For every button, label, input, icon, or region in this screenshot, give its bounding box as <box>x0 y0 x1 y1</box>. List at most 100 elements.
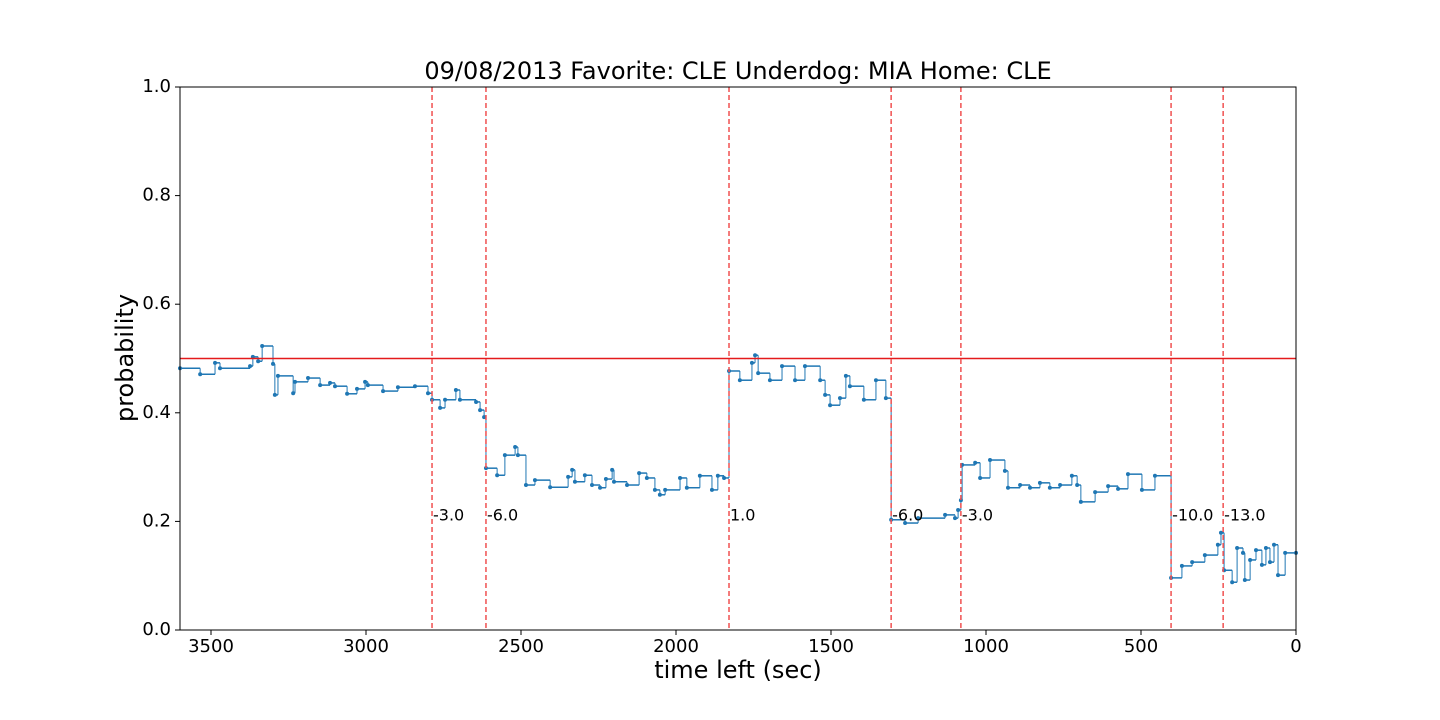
marker <box>637 471 642 476</box>
x-tick-label: 1500 <box>808 636 854 657</box>
y-axis-label: probability <box>111 294 139 422</box>
marker <box>1028 485 1033 490</box>
marker <box>598 485 603 490</box>
marker <box>861 397 866 402</box>
event-label: -3.0 <box>962 506 993 525</box>
marker <box>426 391 430 396</box>
marker <box>1267 560 1272 565</box>
marker <box>474 399 479 404</box>
marker <box>988 458 993 463</box>
marker <box>1254 548 1259 553</box>
marker <box>457 397 462 402</box>
marker <box>978 475 983 480</box>
marker <box>603 477 608 482</box>
marker <box>684 485 689 490</box>
marker <box>737 378 742 383</box>
marker <box>722 475 727 480</box>
marker <box>260 344 265 349</box>
marker <box>381 389 386 394</box>
marker <box>1190 560 1195 565</box>
marker <box>847 384 852 389</box>
x-tick-label: 2500 <box>498 636 544 657</box>
marker <box>715 473 720 478</box>
event-label: 1.0 <box>730 506 755 525</box>
marker <box>1235 546 1240 551</box>
marker <box>248 364 253 369</box>
x-tick-label: 3500 <box>188 636 234 657</box>
marker <box>753 353 758 358</box>
marker <box>566 474 571 479</box>
marker <box>502 453 507 458</box>
marker <box>482 415 487 420</box>
marker <box>333 384 337 389</box>
y-tick-label: 0.6 <box>142 293 171 314</box>
marker <box>1263 546 1268 551</box>
y-tick-label: 1.0 <box>142 76 171 97</box>
event-label: -10.0 <box>1172 506 1213 525</box>
marker <box>513 445 518 450</box>
marker <box>213 360 218 365</box>
marker <box>883 396 888 401</box>
marker <box>291 391 296 396</box>
marker <box>612 479 616 484</box>
marker <box>1116 486 1121 491</box>
marker <box>515 453 520 458</box>
marker <box>355 386 360 391</box>
marker <box>275 373 280 378</box>
marker <box>589 483 594 488</box>
y-tick-label: 0.4 <box>142 402 171 423</box>
y-tick-label: 0.2 <box>142 510 171 531</box>
marker <box>1037 480 1042 485</box>
marker <box>345 391 350 396</box>
marker <box>548 485 553 490</box>
marker <box>828 403 833 408</box>
marker <box>1018 483 1023 488</box>
marker <box>570 467 575 472</box>
marker <box>1006 485 1011 490</box>
marker <box>823 392 828 397</box>
marker <box>1075 483 1080 488</box>
event-label: -6.0 <box>892 506 923 525</box>
marker <box>973 460 978 465</box>
marker <box>1069 473 1074 478</box>
marker <box>272 392 277 397</box>
marker <box>1242 578 1247 583</box>
marker <box>328 380 333 385</box>
chart-title: 09/08/2013 Favorite: CLE Underdog: MIA H… <box>424 57 1051 85</box>
marker <box>572 479 577 484</box>
marker <box>293 379 298 384</box>
marker <box>903 521 908 526</box>
marker <box>453 387 458 392</box>
marker <box>256 359 261 364</box>
marker <box>582 473 587 478</box>
y-tick-label: 0.8 <box>142 185 171 206</box>
marker <box>412 384 417 389</box>
marker <box>363 379 368 384</box>
x-tick-label: 500 <box>1124 636 1158 657</box>
marker <box>1230 580 1235 585</box>
marker <box>780 364 785 369</box>
x-tick-label: 3000 <box>343 636 389 657</box>
marker <box>657 492 662 497</box>
marker <box>802 364 807 369</box>
marker <box>1202 553 1207 558</box>
event-label: -13.0 <box>1224 506 1265 525</box>
marker <box>1259 562 1264 567</box>
marker <box>271 361 275 366</box>
marker <box>198 372 203 377</box>
x-tick-label: 0 <box>1290 636 1301 657</box>
marker <box>217 366 222 371</box>
marker <box>1276 573 1281 578</box>
marker <box>1152 473 1157 478</box>
marker <box>873 378 878 383</box>
marker <box>306 376 311 381</box>
marker <box>1215 542 1220 547</box>
marker <box>1218 530 1223 535</box>
marker <box>1078 499 1083 504</box>
marker <box>1283 550 1288 555</box>
x-tick-label: 1000 <box>963 636 1009 657</box>
marker <box>318 383 323 388</box>
marker <box>1093 490 1098 495</box>
marker <box>916 516 921 521</box>
